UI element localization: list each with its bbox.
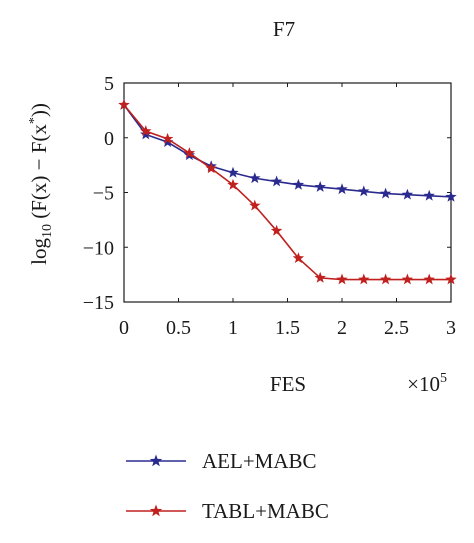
legend-item-1: AEL+MABC	[126, 449, 317, 473]
plot-frame	[123, 82, 452, 303]
y-axis-label: log10 (F(x) − F(x*))	[27, 103, 55, 265]
series-point	[227, 166, 239, 178]
series-point	[336, 273, 348, 285]
y-tick-label: −10	[83, 237, 114, 259]
legend: AEL+MABC TABL+MABC	[126, 449, 329, 523]
series-point	[270, 175, 283, 187]
series-point	[379, 187, 392, 199]
series-point	[140, 128, 152, 140]
series-point	[249, 199, 261, 211]
x-tick-label: 2.5	[384, 317, 409, 339]
series-line	[123, 104, 452, 198]
legend-label: TABL+MABC	[202, 499, 329, 523]
series-point	[423, 273, 435, 285]
y-tick-label: 5	[104, 73, 114, 95]
series-point	[161, 136, 174, 147]
legend-item-2: TABL+MABC	[126, 499, 329, 523]
series-point	[401, 273, 414, 285]
x-tick-label: 0.5	[166, 317, 191, 339]
y-tick-label: −5	[93, 183, 114, 205]
series-point	[292, 178, 305, 190]
plot-area: 0 0.5 1 1.5 2 2.5 3 5 0 −5 −10 −15	[83, 73, 457, 339]
series-point	[314, 271, 326, 283]
series-point	[358, 273, 370, 285]
series-point	[161, 132, 174, 144]
series-point	[336, 183, 348, 195]
y-axis-label-end: ))	[27, 103, 51, 117]
x-tick-label: 0	[119, 317, 129, 339]
legend-star-icon	[149, 504, 163, 517]
y-axis-label-main: log	[27, 238, 51, 265]
series-2	[118, 98, 457, 285]
y-tick-label: 0	[104, 128, 114, 150]
x-axis-label: FES	[270, 372, 306, 396]
series-point	[314, 181, 326, 192]
y-axis-label-rest: (F(x) − F(x	[27, 124, 51, 224]
series-point	[118, 98, 130, 110]
series-point	[445, 273, 457, 285]
x-tick-label: 3	[446, 317, 456, 339]
y-axis-label-sub: 10	[40, 224, 55, 238]
x-tick-label: 2	[337, 317, 347, 339]
y-tick-label: −15	[83, 292, 114, 314]
series-point	[270, 224, 283, 236]
series-line	[123, 104, 451, 281]
x-axis-multiplier-exp: 5	[440, 371, 447, 386]
series-point	[358, 185, 370, 197]
series-point	[227, 178, 239, 190]
series-point	[292, 252, 305, 264]
series-point	[249, 172, 261, 184]
series-1	[118, 98, 457, 202]
series-point	[445, 190, 457, 202]
x-axis-multiplier-base: ×10	[407, 372, 440, 396]
x-tick-label: 1.5	[275, 317, 300, 339]
legend-star-icon	[149, 454, 163, 467]
x-tick-label: 1	[228, 317, 238, 339]
series-point	[140, 125, 152, 137]
x-axis-multiplier: ×105	[407, 371, 447, 396]
y-axis-label-sup: *	[27, 117, 42, 124]
series-point	[379, 273, 392, 285]
series-point	[183, 147, 196, 158]
chart-title: F7	[273, 17, 295, 41]
legend-label: AEL+MABC	[202, 449, 317, 473]
series-point	[423, 189, 435, 201]
series-point	[401, 188, 414, 200]
series-point	[205, 162, 217, 174]
